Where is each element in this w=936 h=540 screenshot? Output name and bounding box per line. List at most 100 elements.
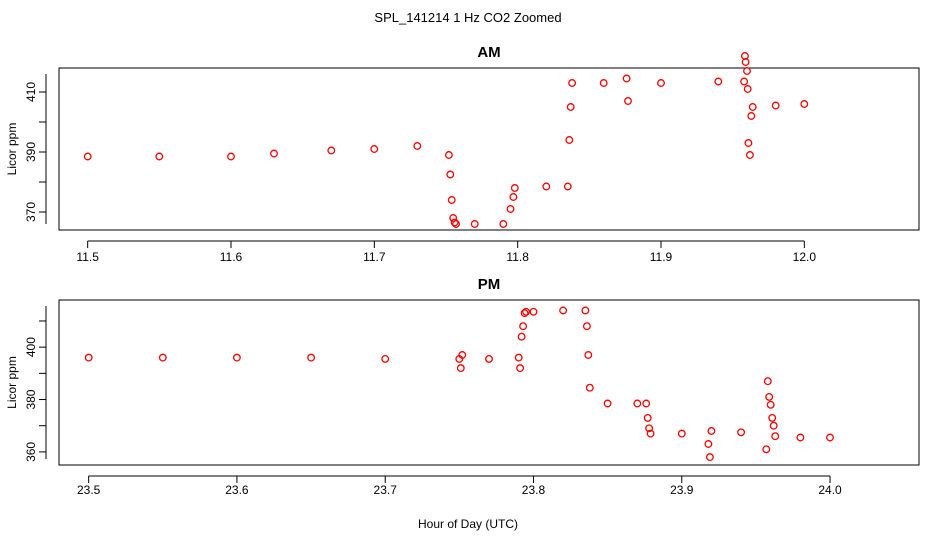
- x-tick-label: 11.9: [650, 250, 673, 264]
- data-point: [450, 218, 459, 227]
- x-tick-label: 23.7: [374, 483, 398, 497]
- data-point: [516, 364, 525, 373]
- y-tick-label: 380: [24, 389, 38, 409]
- data-point: [270, 149, 278, 158]
- panel-title-pm: PM: [478, 276, 501, 293]
- data-point: [307, 353, 316, 362]
- data-point: [642, 399, 651, 408]
- data-point: [327, 146, 336, 155]
- plot-frame-am: [58, 67, 920, 231]
- x-tick-label: 12.0: [793, 250, 817, 264]
- data-point: [599, 79, 608, 87]
- data-point: [585, 383, 594, 392]
- data-point: [747, 112, 756, 120]
- data-point: [744, 139, 753, 147]
- data-point: [227, 152, 235, 161]
- data-points-am: [83, 52, 809, 228]
- data-point: [582, 322, 591, 331]
- data-point: [704, 440, 713, 448]
- data-point: [458, 351, 467, 359]
- x-tick-label: 11.7: [363, 250, 386, 264]
- y-axis-pm: 360 380 400: [24, 306, 47, 462]
- data-point: [566, 103, 575, 111]
- x-tick-label: 24.0: [818, 483, 842, 497]
- x-axis-label: Hour of Day (UTC): [418, 517, 518, 531]
- data-point: [520, 309, 529, 318]
- data-point: [581, 306, 590, 315]
- data-point: [514, 353, 523, 362]
- data-point: [633, 399, 642, 408]
- data-points-pm: [84, 306, 834, 462]
- data-point: [446, 170, 455, 179]
- data-point: [603, 399, 612, 408]
- panel-am: AM 11.5 11.6 11.7 11.8 11.9 12.0 370 390 410 Licor…: [5, 44, 920, 264]
- data-point: [568, 79, 577, 87]
- x-tick-label: 11.8: [506, 250, 529, 264]
- data-point: [522, 307, 531, 316]
- data-point: [762, 445, 771, 454]
- data-point: [84, 353, 93, 362]
- data-point: [622, 74, 631, 83]
- data-point: [657, 79, 665, 87]
- data-point: [745, 151, 754, 159]
- data-point: [370, 145, 379, 153]
- data-point: [765, 392, 774, 401]
- x-tick-label: 23.5: [77, 483, 101, 497]
- y-tick-label: 370: [24, 202, 38, 222]
- data-point: [232, 353, 241, 362]
- data-point: [158, 353, 167, 362]
- data-point: [506, 205, 515, 213]
- data-point: [643, 413, 652, 422]
- data-point: [763, 377, 772, 386]
- data-point: [517, 332, 526, 341]
- data-point: [510, 184, 519, 192]
- data-point: [542, 182, 551, 191]
- data-point: [413, 142, 422, 150]
- data-point: [452, 220, 460, 228]
- data-point: [584, 351, 593, 359]
- data-point: [768, 413, 777, 422]
- data-point: [485, 354, 493, 363]
- data-point: [509, 193, 518, 201]
- data-point: [766, 400, 775, 409]
- data-point: [447, 196, 456, 204]
- data-point: [743, 85, 752, 93]
- data-point: [381, 354, 390, 363]
- data-point: [559, 306, 568, 315]
- x-tick-label: 23.6: [225, 483, 249, 497]
- data-point: [499, 220, 508, 228]
- data-point: [529, 307, 538, 316]
- y-axis-am: 370 390 410: [24, 74, 47, 224]
- data-point: [83, 152, 92, 161]
- data-point: [707, 427, 716, 435]
- y-tick-label: 400: [24, 337, 38, 357]
- x-tick-label: 11.6: [220, 250, 243, 264]
- data-point: [796, 433, 805, 442]
- data-point: [740, 77, 749, 86]
- data-point: [748, 103, 757, 111]
- data-point: [563, 182, 572, 191]
- data-point: [826, 433, 834, 442]
- data-point: [470, 220, 479, 228]
- data-point: [155, 152, 164, 161]
- data-point: [565, 136, 574, 144]
- y-tick-label: 410: [24, 82, 38, 102]
- data-point: [444, 151, 453, 159]
- x-tick-label: 23.9: [670, 483, 694, 497]
- data-point: [714, 77, 723, 86]
- data-point: [800, 100, 809, 108]
- data-point: [769, 421, 778, 430]
- panel-pm: PM 23.5 23.6 23.7 23.8 23.9 24.0 360 380 400 Licor…: [5, 276, 920, 497]
- figure-title: SPL_141214 1 Hz CO2 Zoomed: [374, 10, 561, 25]
- y-tick-label: 360: [24, 442, 38, 462]
- plot-frame-pm: [58, 299, 920, 466]
- x-tick-label: 23.8: [522, 483, 546, 497]
- data-point: [705, 453, 714, 462]
- data-point: [519, 322, 528, 331]
- y-tick-label: 390: [24, 142, 38, 162]
- panel-title-am: AM: [477, 44, 500, 61]
- x-tick-label: 11.5: [76, 250, 99, 264]
- data-point: [645, 424, 654, 433]
- data-point: [741, 58, 750, 66]
